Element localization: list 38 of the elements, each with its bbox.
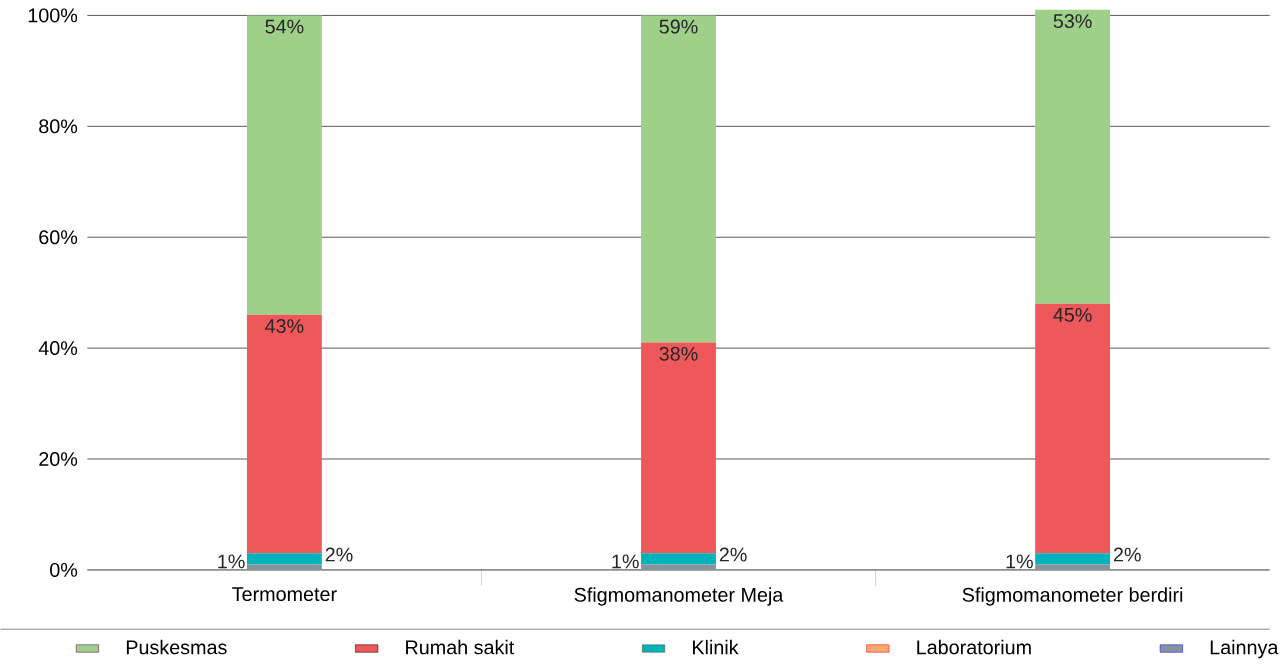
data-label: 38%	[659, 346, 698, 361]
bar	[641, 553, 716, 565]
legend-label: Laboratorium	[917, 639, 1031, 655]
y-tick-label: 0%	[50, 563, 78, 578]
data-label: 45%	[1053, 308, 1092, 322]
data-label: 53%	[1053, 14, 1092, 29]
bar	[1035, 9, 1111, 304]
data-label: 1%	[218, 554, 245, 569]
data-label: 43%	[265, 319, 304, 334]
bar	[246, 15, 322, 315]
bar	[1035, 564, 1111, 571]
y-tick-label: 100%	[28, 8, 78, 23]
bar	[641, 564, 716, 571]
data-label: 2%	[325, 547, 353, 562]
legend-label: Rumah sakit	[406, 639, 515, 655]
y-tick-label: 20%	[39, 452, 78, 467]
x-tick-label: Sfigmomanometer Meja	[574, 587, 784, 606]
legend-label: Klinik	[693, 639, 739, 655]
bar	[1035, 553, 1111, 565]
y-tick-label: 80%	[39, 119, 78, 134]
data-label: 59%	[659, 19, 698, 34]
bar	[246, 553, 322, 565]
data-label: 1%	[1006, 554, 1033, 569]
x-tick-label: Sfigmomanometer berdiri	[962, 587, 1183, 606]
y-tick-label: 40%	[38, 341, 78, 356]
data-label: 54%	[265, 19, 304, 34]
bar	[641, 342, 716, 554]
legend-label: Lainnya	[1210, 639, 1279, 659]
data-label: 2%	[1113, 547, 1141, 562]
x-tick-label: Termometer	[232, 587, 337, 602]
data-label: 1%	[612, 554, 639, 569]
bar	[641, 15, 716, 343]
bar	[246, 314, 322, 554]
legend-label: Puskesmas	[126, 639, 227, 655]
data-label: 2%	[719, 547, 747, 562]
bar	[246, 564, 322, 571]
y-tick-label: 60%	[39, 230, 78, 245]
bar	[1035, 303, 1111, 554]
